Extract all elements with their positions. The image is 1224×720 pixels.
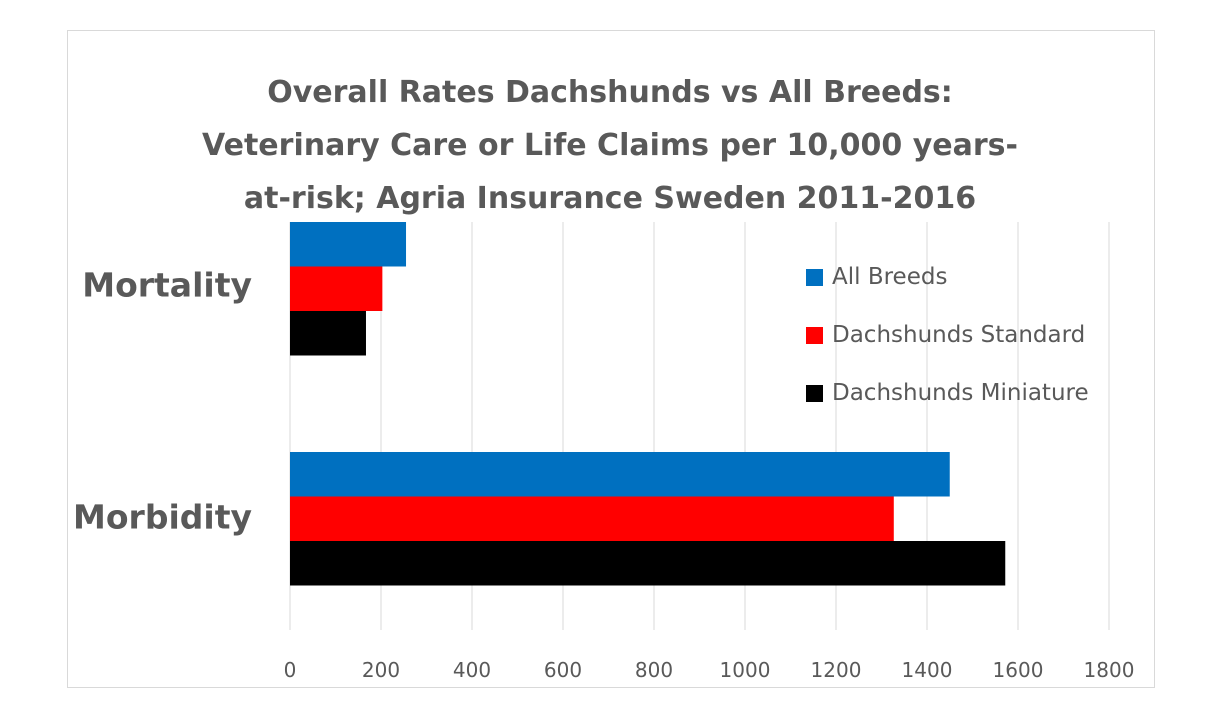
category-label-mortality: Mortality xyxy=(82,266,252,305)
category-label-morbidity: Morbidity xyxy=(73,498,252,537)
x-tick-label: 400 xyxy=(453,658,491,682)
bars xyxy=(290,222,1006,586)
bar-mortality-dachshunds-miniature xyxy=(290,311,366,356)
bar-morbidity-dachshunds-miniature xyxy=(290,541,1006,586)
axes: 0 200 400 600 800 1000 1200 1400 1600 1800 Mortali… xyxy=(73,266,1134,683)
chart-title-line-2: Veterinary Care or Life Claims per 10,00… xyxy=(202,128,1018,163)
legend-swatch-dachshunds-miniature xyxy=(806,384,823,402)
bar-morbidity-dachshunds-standard xyxy=(290,496,894,541)
x-tick-label: 800 xyxy=(635,658,673,682)
chart-title-line-1: Overall Rates Dachshunds vs All Breeds: xyxy=(267,75,953,110)
bar-mortality-all-breeds xyxy=(290,222,407,267)
x-tick-label: 200 xyxy=(362,658,400,682)
chart-title-line-3: at-risk; Agria Insurance Sweden 2011-201… xyxy=(243,181,977,216)
legend-item-dachshunds-miniature: Dachshunds Miniature xyxy=(806,364,1089,422)
x-tick-label: 0 xyxy=(284,658,297,682)
x-tick-label: 1800 xyxy=(1084,658,1135,682)
chart-title: Overall Rates Dachshunds vs All Breeds: … xyxy=(120,66,1100,225)
legend-label-dachshunds-standard: Dachshunds Standard xyxy=(832,322,1086,348)
legend-item-all-breeds: All Breeds xyxy=(806,248,1089,306)
legend-label-all-breeds: All Breeds xyxy=(832,264,948,290)
legend: All Breeds Dachshunds Standard Dachshund… xyxy=(806,248,1089,422)
x-tick-label: 1200 xyxy=(811,658,862,682)
x-tick-label: 600 xyxy=(544,658,582,682)
legend-swatch-dachshunds-standard xyxy=(806,326,823,344)
legend-label-dachshunds-miniature: Dachshunds Miniature xyxy=(832,380,1089,406)
bar-morbidity-all-breeds xyxy=(290,452,950,497)
x-tick-label: 1600 xyxy=(993,658,1044,682)
bar-mortality-dachshunds-standard xyxy=(290,266,383,311)
legend-swatch-all-breeds xyxy=(806,268,823,286)
legend-item-dachshunds-standard: Dachshunds Standard xyxy=(806,306,1089,364)
x-tick-label: 1400 xyxy=(902,658,953,682)
x-tick-label: 1000 xyxy=(720,658,771,682)
